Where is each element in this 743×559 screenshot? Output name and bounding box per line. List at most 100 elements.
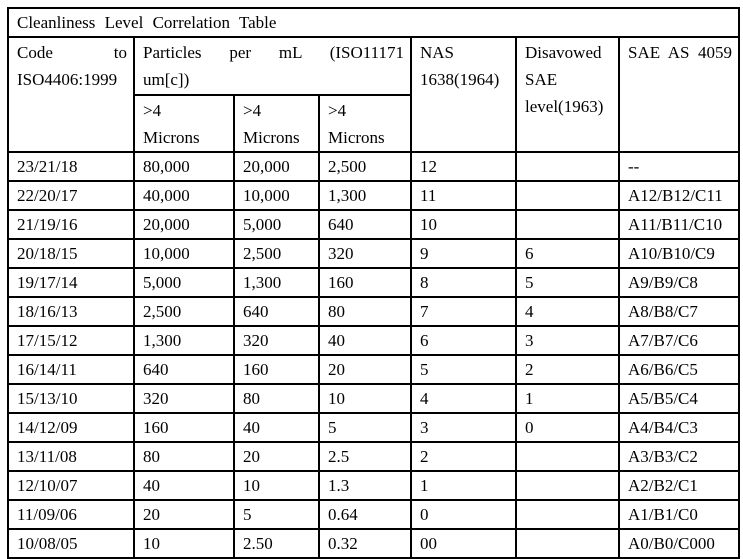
table-cell: 160 bbox=[133, 412, 235, 443]
header-row-2: >4 Microns >4 Microns >4 Microns bbox=[8, 94, 739, 153]
table-cell: 80 bbox=[233, 383, 320, 414]
header-line: NAS bbox=[420, 43, 455, 62]
table-cell: A1/B1/C0 bbox=[617, 499, 741, 530]
table-cell: 14/12/09 bbox=[7, 412, 135, 443]
table-cell: 12 bbox=[410, 151, 517, 182]
table-row: 17/15/12 1,300 320 40 6 3 A7/B7/C6 bbox=[7, 325, 741, 356]
table-row: 22/20/17 40,000 10,000 1,300 11 A12/B12/C11 bbox=[7, 180, 741, 211]
table-cell: 5 bbox=[318, 412, 412, 443]
table-cell: 1,300 bbox=[233, 267, 320, 298]
table-cell: A2/B2/C1 bbox=[617, 470, 741, 501]
table-cell: 20,000 bbox=[233, 151, 320, 182]
table-cell: 0 bbox=[410, 499, 517, 530]
table-cell: 15/13/10 bbox=[7, 383, 135, 414]
table-cell: 4 bbox=[410, 383, 517, 414]
col-header-particles: Particles per mL (ISO11171 um[c]) bbox=[133, 36, 412, 96]
table-cell: 2,500 bbox=[233, 238, 320, 269]
table-header: Cleanliness Level Correlation Table Code… bbox=[6, 7, 741, 153]
table-cell: 12/10/07 bbox=[7, 470, 135, 501]
table-cell bbox=[515, 209, 620, 240]
table-row: 20/18/15 10,000 2,500 320 9 6 A10/B10/C9 bbox=[7, 238, 741, 269]
table-row: 16/14/11 640 160 20 5 2 A6/B6/C5 bbox=[7, 354, 741, 385]
table-cell: 5 bbox=[515, 267, 620, 298]
table-cell: 10 bbox=[410, 209, 517, 240]
table-cell bbox=[515, 151, 620, 182]
table-cell: 7 bbox=[410, 296, 517, 327]
table-cell: 5 bbox=[410, 354, 517, 385]
table-row: 11/09/06 20 5 0.64 0 A1/B1/C0 bbox=[7, 499, 741, 530]
col-header-disavowed-sae: Disavowed SAE level(1963) bbox=[515, 36, 620, 153]
table-row: 18/16/13 2,500 640 80 7 4 A8/B8/C7 bbox=[7, 296, 741, 327]
table-row: 14/12/09 160 40 5 3 0 A4/B4/C3 bbox=[7, 412, 741, 443]
header-line: Microns bbox=[243, 128, 300, 147]
header-line: Particles per mL (ISO11171 bbox=[143, 43, 404, 62]
table-cell: 40 bbox=[133, 470, 235, 501]
table-cell: 20 bbox=[233, 441, 320, 472]
table-cell: A7/B7/C6 bbox=[617, 325, 741, 356]
table-cell: 11 bbox=[410, 180, 517, 211]
table-cell: 320 bbox=[133, 383, 235, 414]
table-cell: 40 bbox=[233, 412, 320, 443]
table-cell: 13/11/08 bbox=[7, 441, 135, 472]
table-cell: 17/15/12 bbox=[7, 325, 135, 356]
table-cell: 5 bbox=[233, 499, 320, 530]
table-cell: 20,000 bbox=[133, 209, 235, 240]
table-cell bbox=[515, 528, 620, 559]
table-cell: 1.3 bbox=[318, 470, 412, 501]
table-row: 10/08/05 10 2.50 0.32 00 A0/B0/C000 bbox=[7, 528, 741, 559]
table-cell: 1 bbox=[515, 383, 620, 414]
table-cell: 3 bbox=[410, 412, 517, 443]
table-cell: A4/B4/C3 bbox=[617, 412, 741, 443]
table-cell: A3/B3/C2 bbox=[617, 441, 741, 472]
table-cell: 20 bbox=[318, 354, 412, 385]
table-cell: 16/14/11 bbox=[7, 354, 135, 385]
header-line: ISO4406:1999 bbox=[17, 70, 118, 89]
table-cell: A9/B9/C8 bbox=[617, 267, 741, 298]
table-cell: 10 bbox=[318, 383, 412, 414]
title-row: Cleanliness Level Correlation Table bbox=[6, 7, 741, 38]
header-line: Microns bbox=[143, 128, 200, 147]
table-cell: 80 bbox=[318, 296, 412, 327]
table-row: 13/11/08 80 20 2.5 2 A3/B3/C2 bbox=[7, 441, 741, 472]
table-cell: 10 bbox=[133, 528, 235, 559]
table-cell: A5/B5/C4 bbox=[617, 383, 741, 414]
table-cell: 21/19/16 bbox=[7, 209, 135, 240]
table-body: 23/21/18 80,000 20,000 2,500 12 -- 22/20/17 40,… bbox=[7, 151, 741, 559]
table-cell: 20 bbox=[133, 499, 235, 530]
table-cell: 18/16/13 bbox=[7, 296, 135, 327]
table-cell: 3 bbox=[515, 325, 620, 356]
cleanliness-correlation-table: Cleanliness Level Correlation Table Code… bbox=[6, 7, 741, 559]
table-cell bbox=[515, 441, 620, 472]
table-cell: A6/B6/C5 bbox=[617, 354, 741, 385]
table-cell: 2,500 bbox=[318, 151, 412, 182]
table-title: Cleanliness Level Correlation Table bbox=[6, 7, 741, 38]
table-cell: 160 bbox=[233, 354, 320, 385]
table-cell: A0/B0/C000 bbox=[617, 528, 741, 559]
table-row: 12/10/07 40 10 1.3 1 A2/B2/C1 bbox=[7, 470, 741, 501]
table-cell: 11/09/06 bbox=[7, 499, 135, 530]
col-header-iso-code: Code to ISO4406:1999 bbox=[7, 36, 135, 153]
header-line: um[c]) bbox=[143, 70, 190, 89]
table-cell: 10,000 bbox=[233, 180, 320, 211]
table-cell: 2,500 bbox=[133, 296, 235, 327]
table-cell: 80,000 bbox=[133, 151, 235, 182]
header-line: SAE AS 4059 bbox=[628, 43, 733, 62]
table-cell: 640 bbox=[233, 296, 320, 327]
table-cell: 40 bbox=[318, 325, 412, 356]
table-cell: 5,000 bbox=[133, 267, 235, 298]
table-cell: 2 bbox=[410, 441, 517, 472]
table-cell: 1,300 bbox=[133, 325, 235, 356]
header-line: Microns bbox=[328, 128, 385, 147]
table-cell: 10,000 bbox=[133, 238, 235, 269]
table-cell: 5,000 bbox=[233, 209, 320, 240]
table-cell: 2.50 bbox=[233, 528, 320, 559]
header-line: SAE bbox=[525, 70, 558, 89]
table-cell: 10 bbox=[233, 470, 320, 501]
table-cell: 80 bbox=[133, 441, 235, 472]
header-line: level(1963) bbox=[525, 97, 604, 116]
table-cell: 10/08/05 bbox=[7, 528, 135, 559]
table-row: 23/21/18 80,000 20,000 2,500 12 -- bbox=[7, 151, 741, 182]
table-cell: 9 bbox=[410, 238, 517, 269]
table-cell: 640 bbox=[318, 209, 412, 240]
table-cell: 160 bbox=[318, 267, 412, 298]
